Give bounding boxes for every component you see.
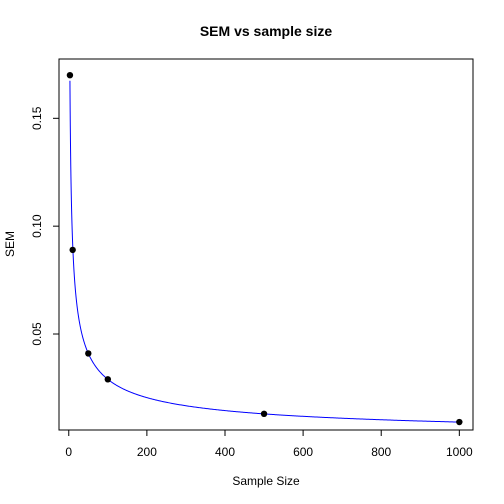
x-tick-label: 0 — [65, 445, 72, 459]
x-axis: 0 200 400 600 800 1000 — [65, 429, 473, 459]
x-axis-label: Sample Size — [232, 474, 300, 488]
data-point — [69, 246, 76, 254]
y-axis: 0.05 0.10 0.15 — [30, 106, 60, 346]
x-tick-label: 800 — [371, 445, 391, 459]
data-point — [66, 71, 74, 79]
plot-frame — [58, 58, 474, 431]
x-tick-label: 600 — [293, 445, 313, 459]
data-point — [104, 376, 112, 383]
fit-curve — [69, 80, 460, 423]
plot-area — [66, 71, 463, 426]
y-tick-label: 0.10 — [30, 214, 44, 238]
chart-title: SEM vs sample size — [200, 23, 333, 39]
data-point — [260, 410, 268, 418]
data-point — [85, 350, 92, 357]
x-tick-label: 1000 — [446, 445, 473, 459]
y-tick-label: 0.05 — [30, 322, 44, 346]
y-axis-label: SEM — [3, 231, 17, 257]
x-tick-label: 200 — [137, 445, 157, 459]
data-point — [456, 418, 463, 426]
x-tick-label: 400 — [215, 445, 235, 459]
y-tick-label: 0.15 — [30, 106, 44, 130]
